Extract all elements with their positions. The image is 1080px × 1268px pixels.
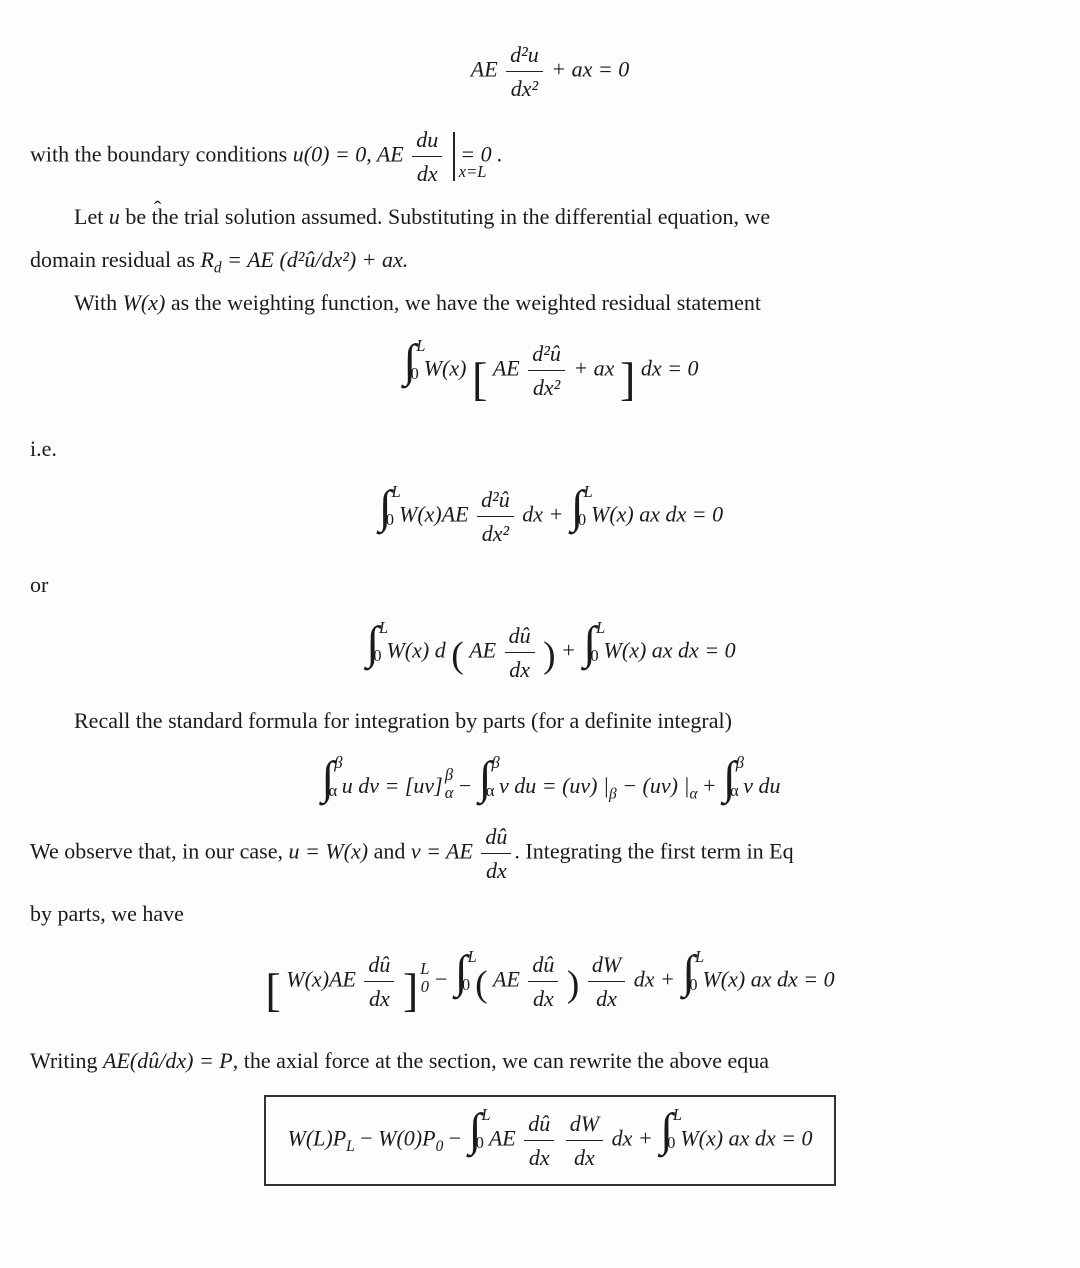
equation-expanded: ∫ L 0 W(x)AE d²û dx² dx + ∫ L 0 W(x) ax … bbox=[30, 483, 1070, 550]
para-ibp-recall: Recall the standard formula for integrat… bbox=[30, 704, 1070, 737]
para-apply-ibp: We observe that, in our case, u = W(x) a… bbox=[30, 820, 1070, 887]
equation-differential-form: ∫ L 0 W(x) d ( AE dû dx ) + ∫ L 0 W(x) a… bbox=[30, 619, 1070, 686]
para-by-parts-have: by parts, we have bbox=[30, 897, 1070, 930]
connector-ie: i.e. bbox=[30, 432, 1070, 465]
eq1-rhs: + ax = 0 bbox=[551, 57, 629, 82]
para-axial-force: Writing AE(dû/dx) = P, the axial force a… bbox=[30, 1044, 1070, 1077]
equation-after-ibp: [ W(x)AE dû dx ]L0 − ∫ L 0 ( AE dû dx ) … bbox=[30, 948, 1070, 1025]
para-weighting-function: With W(x) as the weighting function, we … bbox=[30, 286, 1070, 319]
bc-2-ae: AE bbox=[377, 142, 404, 167]
eq1-frac: d²u dx² bbox=[506, 38, 543, 105]
bc-2-frac: du dx bbox=[412, 123, 442, 190]
bc-1: u(0) = 0, bbox=[293, 142, 377, 167]
equation-governing-ode: AE d²u dx² + ax = 0 bbox=[30, 38, 1070, 105]
equation-weak-form-boxed: W(L)PL − W(0)P0 − ∫ L 0 AE dû dx dW dx d… bbox=[30, 1095, 1070, 1186]
eq2-integral: ∫ L 0 bbox=[404, 338, 417, 385]
para-domain-residual: domain residual as Rd = AE (d²û/dx²) + a… bbox=[30, 243, 1070, 276]
para-boundary-conditions: with the boundary conditions u(0) = 0, A… bbox=[30, 123, 1070, 190]
connector-or: or bbox=[30, 568, 1070, 601]
equation-weighted-residual: ∫ L 0 W(x) [ AE d²û dx² + ax ] dx = 0 bbox=[30, 337, 1070, 414]
eq1-ae: AE bbox=[471, 57, 498, 82]
bc-2-eval: x=L bbox=[453, 132, 455, 180]
equation-box: W(L)PL − W(0)P0 − ∫ L 0 AE dû dx dW dx d… bbox=[264, 1095, 837, 1186]
bc-text-lead: with the boundary conditions bbox=[30, 142, 293, 167]
u-hat-symbol: u bbox=[109, 204, 120, 229]
equation-integration-by-parts: ∫ β α u dv = [uv]βα − ∫ β α v du = (uv) … bbox=[30, 755, 1070, 802]
para-trial-solution: Let u be the trial solution assumed. Sub… bbox=[30, 200, 1070, 233]
